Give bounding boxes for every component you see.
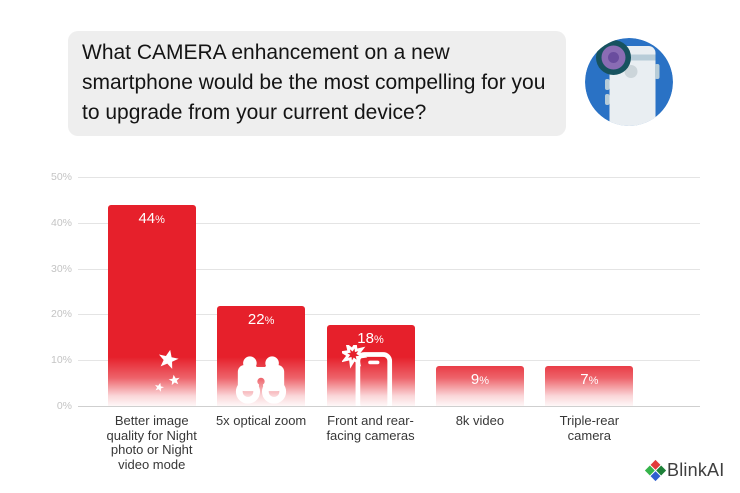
avatar-svg <box>585 38 673 126</box>
blinkai-diamond-icon <box>645 459 666 481</box>
gridline <box>78 314 700 316</box>
y-tick-label: 30% <box>50 262 72 275</box>
x-labels-row: Better image quality for Night photo or … <box>97 413 644 473</box>
gridline <box>78 268 700 270</box>
x-axis-label: Better image quality for Night photo or … <box>106 413 197 473</box>
y-tick-label: 40% <box>50 216 72 229</box>
gridline <box>78 177 700 178</box>
bar-value-label: 18% <box>357 329 384 347</box>
x-axis-label: 5x optical zoom <box>215 413 307 428</box>
bar-value-label: 44% <box>138 210 165 228</box>
phone-side-button <box>655 64 660 79</box>
gridline <box>78 222 700 224</box>
bottom-fade-overlay <box>78 357 700 407</box>
question-bubble: What CAMERA enhancement on a new smartph… <box>68 31 566 136</box>
phone-volume-button <box>605 94 610 105</box>
x-axis-label: Front and rear-facing cameras <box>326 413 415 443</box>
phone-flash-dot <box>624 65 638 78</box>
x-axis-label: 8k video <box>455 413 505 428</box>
camera-lens-center <box>608 52 619 63</box>
brand-logo: BlinkAI <box>645 459 725 481</box>
y-tick-label: 20% <box>50 308 72 321</box>
phone-top-band <box>609 54 656 61</box>
plot-area: 44%22%18%9%7% <box>78 177 700 407</box>
question-text: What CAMERA enhancement on a new smartph… <box>82 41 546 125</box>
x-axis-label: Triple-rear camera <box>559 413 620 443</box>
phone-volume-button <box>605 79 610 90</box>
y-tick-label: 0% <box>56 400 72 412</box>
gridline <box>78 406 700 407</box>
smartphone-rear-camera-icon <box>584 37 674 127</box>
y-tick-label: 10% <box>50 354 72 367</box>
bar-value-label: 22% <box>247 311 275 329</box>
y-tick-label: 50% <box>50 171 72 183</box>
y-axis-labels: 0% 10% 20% 30% 40% 50% <box>34 171 72 412</box>
brand-name: BlinkAI <box>667 460 725 480</box>
